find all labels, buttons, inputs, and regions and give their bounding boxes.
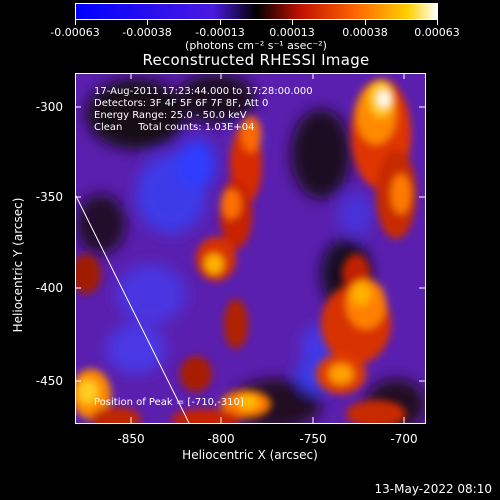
colorbar-tick-label: 0.00038 [342,26,388,39]
y-tick-label: -450 [35,374,63,388]
colorbar-units: (photons cm⁻² s⁻¹ asec⁻²) [185,39,327,52]
colorbar-tick-label: -0.00038 [122,26,172,39]
colorbar [75,3,438,20]
x-tick-label: -800 [207,432,235,446]
colorbar-tick [147,20,148,25]
clean-counts-text: Clean Total counts: 1.03E+04 [94,122,255,133]
y-axis-label: Heliocentric Y (arcsec) [11,197,25,333]
colorbar-tick [292,20,293,25]
y-tick-label: -400 [35,281,63,295]
y-tick-label: -350 [35,190,63,204]
colorbar-tick-label: 0.00063 [414,26,460,39]
colorbar-tick-label: -0.00063 [50,26,100,39]
peak-position-text: Position of Peak = [-710,-310] [94,397,244,408]
rhessi-image-plot[interactable]: 17-Aug-2011 17:23:44.000 to 17:28:00.000… [75,73,426,424]
image-title: Reconstructed RHESSI Image [142,51,370,69]
x-axis-label: Heliocentric X (arcsec) [182,448,318,462]
x-tick-label: -700 [390,432,418,446]
x-tick-label: -750 [299,432,327,446]
energy-range-text: Energy Range: 25.0 - 50.0 keV [94,110,247,121]
timestamp: 13-May-2022 08:10 [374,482,492,496]
limb-line [76,195,190,423]
colorbar-tick [365,20,366,25]
time-range-text: 17-Aug-2011 17:23:44.000 to 17:28:00.000 [94,86,313,97]
colorbar-gradient [76,4,437,19]
colorbar-tick-label: -0.00013 [195,26,245,39]
colorbar-tick [75,20,76,25]
x-tick-label: -850 [117,432,145,446]
y-tick-label: -300 [35,100,63,114]
image-map [76,74,425,423]
detectors-text: Detectors: 3F 4F 5F 6F 7F 8F, Att 0 [94,98,269,109]
colorbar-tick [220,20,221,25]
colorbar-tick-label: 0.00013 [269,26,315,39]
colorbar-tick [437,20,438,25]
